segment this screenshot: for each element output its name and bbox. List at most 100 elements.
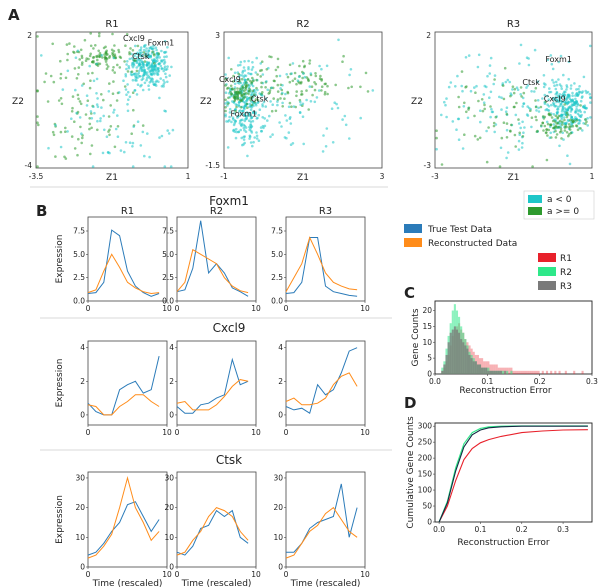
scatter-point — [143, 81, 147, 85]
scatter-point — [513, 133, 517, 137]
scatter-point — [162, 79, 165, 82]
scatter-point — [65, 43, 69, 46]
scatter-point — [78, 58, 81, 61]
scatter-point — [224, 102, 227, 105]
scatter-point — [240, 77, 244, 81]
scatter-point — [266, 119, 269, 122]
scatter-point — [144, 54, 147, 58]
xtick-label: 10 — [162, 570, 172, 579]
histogram-bar-R3 — [445, 354, 448, 374]
scatter-point — [248, 105, 251, 109]
scatter-point — [160, 134, 164, 138]
scatter-point — [268, 89, 272, 92]
ytick-label: 5.0 — [73, 250, 85, 259]
scatter-point — [295, 90, 299, 93]
scatter-point — [81, 136, 84, 140]
scatter-point — [245, 102, 249, 106]
scatter-point — [97, 34, 101, 38]
scatter-point — [154, 46, 158, 49]
scatter-point — [445, 115, 448, 119]
scatter-point — [124, 74, 128, 78]
scatter-point — [231, 116, 235, 119]
scatter-point — [59, 59, 62, 63]
scatter-point — [254, 71, 258, 74]
scatter-point — [485, 129, 488, 133]
scatter-point — [251, 89, 255, 93]
scatter-point — [98, 62, 102, 66]
histogram-bar-R1 — [527, 370, 530, 374]
scatter-point — [554, 114, 558, 118]
scatter-point — [255, 134, 259, 138]
scatter-point — [463, 133, 466, 136]
scatter-point — [517, 122, 521, 125]
scatter-point — [92, 105, 95, 108]
scatter-point — [530, 125, 533, 129]
scatter-point — [565, 98, 568, 101]
scatter-point — [259, 62, 263, 65]
scatter-point — [47, 146, 50, 150]
scatter-point — [557, 114, 561, 118]
scatter-point — [317, 89, 321, 92]
scatter-point — [255, 117, 259, 120]
scatter-point — [150, 77, 154, 80]
scatter-point — [435, 147, 438, 151]
scatter-point — [100, 54, 104, 57]
scatter-point — [555, 90, 559, 94]
scatter-point — [493, 130, 497, 134]
scatter-point — [141, 54, 144, 58]
scatter-point — [226, 100, 229, 104]
scatter-point — [163, 40, 167, 43]
ytick-label: 2 — [278, 377, 283, 386]
scatter-point — [526, 105, 529, 108]
histogram-bar-R3 — [464, 345, 467, 374]
histogram-legend-label-R1: R1 — [560, 254, 572, 264]
scatter-point — [112, 56, 116, 60]
scatter-point — [552, 104, 556, 107]
scatter-point — [285, 73, 289, 76]
scatter-point — [134, 59, 137, 62]
scatter-point — [64, 126, 67, 130]
scatter-point — [116, 114, 119, 117]
scatter-point — [563, 93, 566, 97]
scatter-point — [540, 124, 543, 127]
panel-label-B: B — [36, 202, 47, 220]
scatter-point — [575, 91, 579, 95]
scatter-point — [148, 66, 152, 69]
scatter-point — [134, 44, 137, 48]
scatter-point — [148, 155, 151, 159]
histogram-bar-R1 — [491, 364, 494, 374]
scatter-point — [233, 99, 236, 103]
subplot-frame — [176, 340, 257, 426]
scatter-point — [104, 50, 108, 54]
subplot-frame — [87, 471, 168, 568]
gene-title-Cxcl9: Cxcl9 — [213, 321, 246, 335]
scatter-point — [164, 110, 167, 113]
scatter-point — [554, 80, 558, 84]
scatter-point — [97, 49, 100, 53]
scatter-point — [251, 84, 255, 88]
scatter-point — [237, 110, 241, 113]
scatter-point — [500, 108, 503, 111]
scatter-point — [501, 84, 505, 87]
true-data-line — [286, 483, 358, 553]
histogram-bar-R3 — [472, 361, 475, 374]
scatter-point — [134, 76, 138, 80]
scatter-point — [565, 102, 569, 106]
scatter-point — [228, 115, 231, 119]
scatter-point — [334, 83, 338, 87]
scatter-point — [89, 32, 92, 35]
scatter-point — [52, 133, 56, 137]
scatter-point — [124, 73, 127, 76]
scatter-point — [321, 150, 325, 153]
scatter-point — [234, 78, 237, 82]
scatter-point — [66, 69, 70, 73]
scatter-point — [135, 69, 139, 73]
scatter-point — [585, 120, 588, 123]
scatter-frame-R1 — [35, 31, 189, 169]
scatter-point — [574, 97, 577, 101]
scatter-point — [155, 48, 158, 52]
scatter-point — [571, 120, 575, 124]
scatter-point — [73, 45, 76, 48]
scatter-point — [576, 128, 580, 132]
histogram-bar-R1 — [497, 367, 500, 374]
